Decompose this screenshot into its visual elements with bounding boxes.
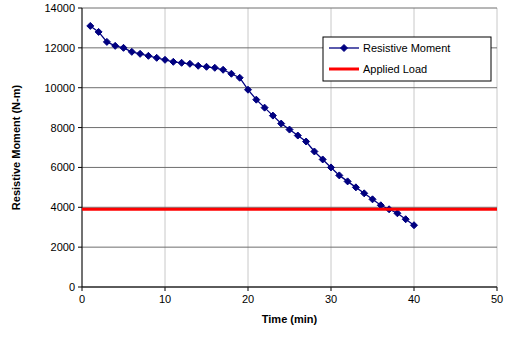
marker xyxy=(253,96,260,103)
marker xyxy=(120,44,127,51)
marker xyxy=(328,164,335,171)
marker xyxy=(369,196,376,203)
y-tick xyxy=(78,207,82,208)
x-grid-line xyxy=(248,8,249,287)
x-tick xyxy=(414,287,415,291)
marker xyxy=(153,54,160,61)
legend-box xyxy=(323,37,491,81)
x-tick xyxy=(331,287,332,291)
plot-data xyxy=(82,22,497,228)
marker xyxy=(211,64,218,71)
marker xyxy=(220,66,227,73)
marker xyxy=(228,70,235,77)
y-tick xyxy=(78,47,82,48)
y-tick xyxy=(78,127,82,128)
marker xyxy=(95,28,102,35)
marker xyxy=(344,178,351,185)
marker xyxy=(303,138,310,145)
y-grid-line xyxy=(82,247,497,248)
x-tick xyxy=(248,287,249,291)
y-tick-label: 12000 xyxy=(44,42,75,54)
marker xyxy=(411,222,418,229)
x-grid-line xyxy=(165,8,166,287)
x-tick-label: 30 xyxy=(325,293,337,305)
marker xyxy=(103,38,110,45)
y-tick-label: 0 xyxy=(69,281,75,293)
marker xyxy=(352,184,359,191)
marker xyxy=(186,60,193,67)
marker xyxy=(128,48,135,55)
x-tick-label: 20 xyxy=(242,293,254,305)
x-tick-label: 50 xyxy=(491,293,503,305)
y-tick-label: 8000 xyxy=(51,122,75,134)
legend-label: Resistive Moment xyxy=(363,42,450,54)
y-grid-line xyxy=(82,167,497,168)
marker xyxy=(170,58,177,65)
marker xyxy=(402,216,409,223)
y-tick xyxy=(78,167,82,168)
y-tick xyxy=(78,287,82,288)
y-tick-label: 6000 xyxy=(51,161,75,173)
y-grid-line xyxy=(82,87,497,88)
legend-label: Applied Load xyxy=(363,63,427,75)
x-tick-label: 40 xyxy=(408,293,420,305)
marker xyxy=(145,52,152,59)
marker xyxy=(112,42,119,49)
marker xyxy=(336,172,343,179)
y-grid-line xyxy=(82,8,497,9)
marker xyxy=(294,132,301,139)
legend: Resistive Moment Applied Load xyxy=(323,37,491,81)
chart: 0 10 20 30 40 50 0 2000 4000 6000 8000 10000 12000 14… xyxy=(0,0,516,339)
x-tick xyxy=(165,287,166,291)
x-tick-label: 0 xyxy=(79,293,85,305)
marker xyxy=(319,156,326,163)
marker xyxy=(87,22,94,29)
y-tick xyxy=(78,247,82,248)
y-tick xyxy=(78,87,82,88)
marker xyxy=(178,59,185,66)
legend-swatch xyxy=(329,68,359,71)
y-grid-line xyxy=(82,207,497,208)
y-tick-label: 2000 xyxy=(51,241,75,253)
marker xyxy=(278,120,285,127)
marker xyxy=(261,104,268,111)
marker xyxy=(286,126,293,133)
marker xyxy=(394,210,401,217)
y-tick-label: 10000 xyxy=(44,82,75,94)
x-tick-label: 10 xyxy=(159,293,171,305)
y-axis xyxy=(82,8,83,287)
marker xyxy=(162,56,169,63)
x-grid-line xyxy=(497,8,498,287)
marker xyxy=(203,63,210,70)
x-axis xyxy=(82,287,497,288)
marker xyxy=(311,148,318,155)
x-tick xyxy=(497,287,498,291)
y-tick-label: 14000 xyxy=(44,2,75,14)
series-line xyxy=(82,208,497,211)
y-tick xyxy=(78,8,82,9)
x-tick xyxy=(82,287,83,291)
marker xyxy=(195,62,202,69)
marker xyxy=(361,190,368,197)
marker xyxy=(269,112,276,119)
y-grid-line xyxy=(82,287,497,288)
marker xyxy=(377,202,384,209)
legend-marker xyxy=(341,45,348,52)
marker xyxy=(236,74,243,81)
x-axis-title: Time (min) xyxy=(262,313,318,325)
y-tick-label: 4000 xyxy=(51,201,75,213)
marker xyxy=(245,86,252,93)
y-axis-title: Resistive Moment (N-m) xyxy=(10,85,22,211)
x-grid-line xyxy=(82,8,83,287)
marker xyxy=(137,50,144,57)
